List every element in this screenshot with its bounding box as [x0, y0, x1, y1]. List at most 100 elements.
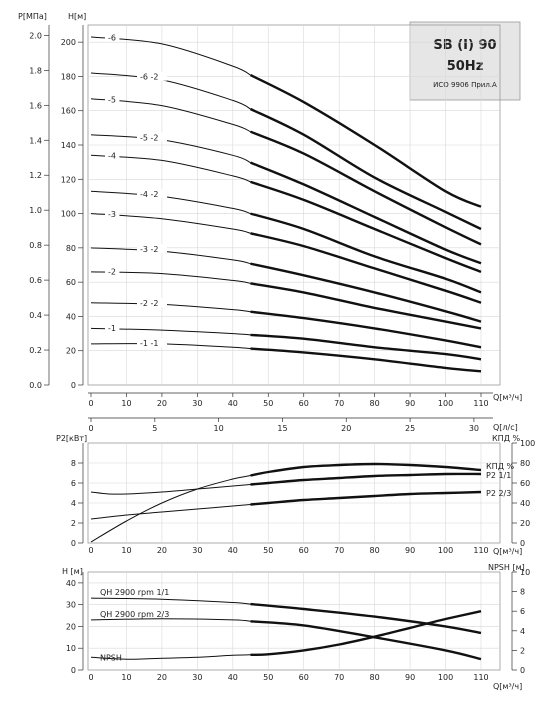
flow-axis-tick-label: 50 — [263, 399, 273, 408]
curve-label: -4 -2 — [140, 190, 159, 199]
npsh-axis-tick-label: 0 — [520, 666, 525, 675]
npsh-curve-label: QH 2900 rpm 2/3 — [100, 610, 169, 619]
efficiency-axis-tick-label: 80 — [520, 459, 530, 468]
head-curve-operating — [250, 212, 482, 294]
head-curve — [90, 190, 251, 215]
flow-axis-tick-label: 70 — [334, 399, 344, 408]
curve-label: -1 -1 — [140, 339, 159, 348]
curve-label: -3 -2 — [140, 245, 159, 254]
head-curve — [90, 213, 251, 234]
npsh-flow-tick-label: 40 — [228, 673, 238, 682]
head-curve — [90, 134, 251, 164]
head-curve — [90, 302, 251, 313]
npsh-flow-tick-label: 90 — [405, 673, 415, 682]
curve-label-bg — [105, 208, 120, 218]
pressure-axis-tick-label: 2.0 — [29, 31, 42, 40]
head-curve — [90, 154, 251, 183]
pressure-axis-tick-label: 1.8 — [29, 66, 42, 75]
power-axis-title: P2[кВт] — [56, 434, 87, 443]
efficiency-axis-tick-label: 60 — [520, 479, 530, 488]
curve-label-bg — [137, 337, 167, 347]
head-curve-operating — [250, 262, 482, 323]
flow-axis-tick-label: 110 — [473, 399, 488, 408]
npsh-axis-tick-label: 2 — [520, 646, 525, 655]
flow-ls-axis-tick-label: 5 — [152, 424, 157, 433]
curve-label: -6 -2 — [140, 73, 159, 82]
head-axis-tick-label: 140 — [61, 141, 76, 150]
curve-label-bg — [105, 150, 120, 160]
npsh-axis-tick-label: 10 — [520, 568, 530, 577]
curve-label: -5 -2 — [140, 133, 159, 142]
npsh-axis-tick-label: 8 — [520, 588, 525, 597]
curve-label-bg — [137, 71, 167, 81]
flow-ls-axis-tick-label: 10 — [214, 424, 224, 433]
flow-axis-tick-label: 10 — [121, 399, 131, 408]
head-curve — [90, 327, 251, 336]
efficiency-axis-tick-label: 20 — [520, 519, 530, 528]
power-flow-tick-label: 70 — [334, 546, 344, 555]
pressure-axis-tick-label: 0.4 — [29, 311, 42, 320]
npsh-head-axis-tick-label: 20 — [66, 622, 76, 631]
power-curve-label: P2 2/3 — [486, 489, 511, 498]
standard-label: ИСО 9906 Прил.А — [433, 81, 497, 89]
npsh-axis-tick-label: 4 — [520, 627, 525, 636]
head-curve-operating — [250, 333, 482, 361]
flow-axis-tick-label: 0 — [88, 399, 93, 408]
npsh-curve-operating — [250, 610, 482, 657]
pressure-axis-tick-label: 1.4 — [29, 136, 42, 145]
pressure-axis-tick-label: 0.8 — [29, 241, 42, 250]
curve-label: -5 — [108, 95, 116, 104]
npsh-flow-tick-label: 80 — [370, 673, 380, 682]
head-curve — [90, 36, 251, 76]
npsh-curve — [90, 654, 251, 660]
flow-ls-axis-tick-label: 25 — [405, 424, 415, 433]
power-curve — [90, 504, 251, 520]
npsh-curve-label: QH 2900 rpm 1/1 — [100, 588, 169, 597]
flow-axis-tick-label: 30 — [192, 399, 202, 408]
curve-label-bg — [105, 94, 120, 104]
efficiency-axis-tick-label: 0 — [520, 539, 525, 548]
power-plot-frame — [87, 442, 501, 544]
head-curve-operating — [250, 130, 482, 246]
curve-label: -1 — [108, 324, 116, 333]
power-flow-tick-label: 60 — [299, 546, 309, 555]
power-flow-tick-label: 10 — [121, 546, 131, 555]
head-axis-tick-label: 40 — [66, 312, 76, 321]
pressure-axis-tick-label: 1.6 — [29, 101, 42, 110]
head-axis-tick-label: 180 — [61, 72, 76, 81]
power-axis-tick-label: 0 — [71, 539, 76, 548]
flow-ls-axis-tick-label: 15 — [277, 424, 287, 433]
head-curve-operating — [250, 232, 482, 304]
power-flow-tick-label: 40 — [228, 546, 238, 555]
flow-axis-tick-label: 80 — [370, 399, 380, 408]
flow-axis-tick-label: 100 — [438, 399, 453, 408]
pressure-axis-tick-label: 0.6 — [29, 276, 42, 285]
power-curve-label: P2 1/1 — [486, 471, 511, 480]
frequency-label: 50Hz — [447, 59, 484, 74]
power-curve-operating — [250, 462, 482, 477]
head-plot-frame — [87, 24, 501, 386]
curve-label: -6 — [108, 34, 116, 43]
power-flow-tick-label: 0 — [88, 546, 93, 555]
curve-label-bg — [137, 244, 167, 254]
curve-label-bg — [105, 32, 120, 42]
head-curve — [90, 98, 251, 133]
flow-ls-axis-tick-label: 30 — [469, 424, 479, 433]
npsh-flow-tick-label: 0 — [88, 673, 93, 682]
power-axis-tick-label: 4 — [71, 499, 76, 508]
efficiency-axis-tick-label: 100 — [520, 439, 535, 448]
head-axis-tick-label: 20 — [66, 347, 76, 356]
pressure-axis-tick-label: 0.2 — [29, 346, 42, 355]
npsh-flow-tick-label: 30 — [192, 673, 202, 682]
npsh-curve-label: NPSH — [100, 653, 122, 662]
npsh-head-axis-tick-label: 0 — [71, 666, 76, 675]
pressure-axis-title: P[МПа] — [18, 12, 47, 21]
curve-label-bg — [137, 297, 167, 307]
curve-label-bg — [105, 266, 120, 276]
npsh-curve-operating — [250, 602, 482, 635]
head-curve-operating — [249, 74, 482, 208]
power-flow-tick-label: 90 — [405, 546, 415, 555]
head-axis-tick-label: 80 — [66, 244, 76, 253]
head-axis-tick-label: 200 — [61, 38, 76, 47]
